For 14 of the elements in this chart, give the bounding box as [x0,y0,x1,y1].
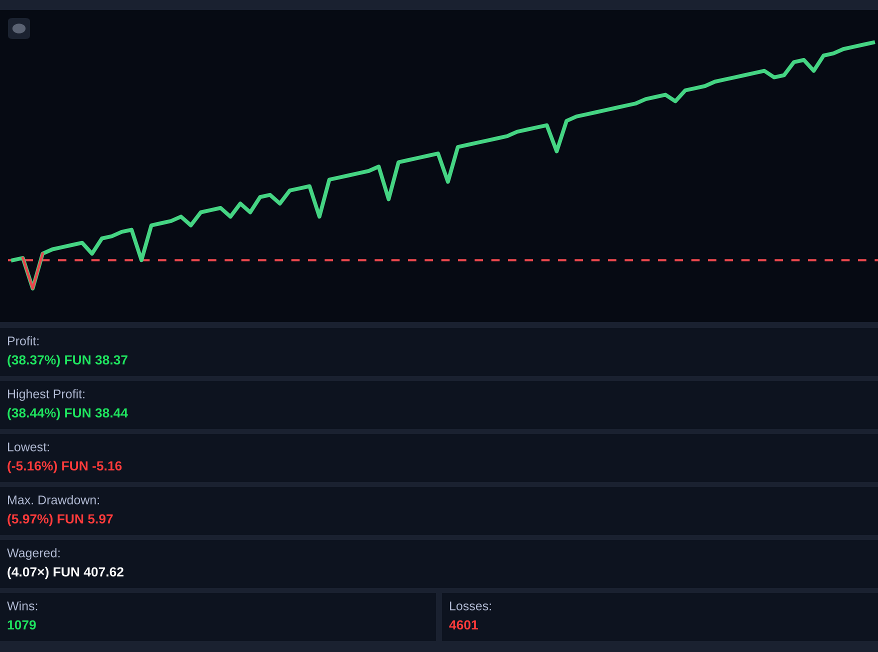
text: (5.97%) FUN 5.97 [8,514,113,526]
text: Max. Drawdown: [8,495,99,504]
text: (-5.16%) FUN -5.16 [8,460,122,474]
text: Wins: [7,601,38,610]
text: 1079 [8,620,36,630]
text: Highest Profit: [8,389,84,401]
text: (4.07×) FUN 407.62 [8,566,124,580]
text: Losses: [450,602,491,610]
text: Profit: [8,336,39,346]
text: (38.37%) FUN 38.37 [8,354,128,368]
text: (38.44%) FUN 38.44 [8,408,128,420]
text: 4601 [449,620,478,630]
text: Wagered: [7,548,60,560]
text: Lowest: [8,442,49,452]
